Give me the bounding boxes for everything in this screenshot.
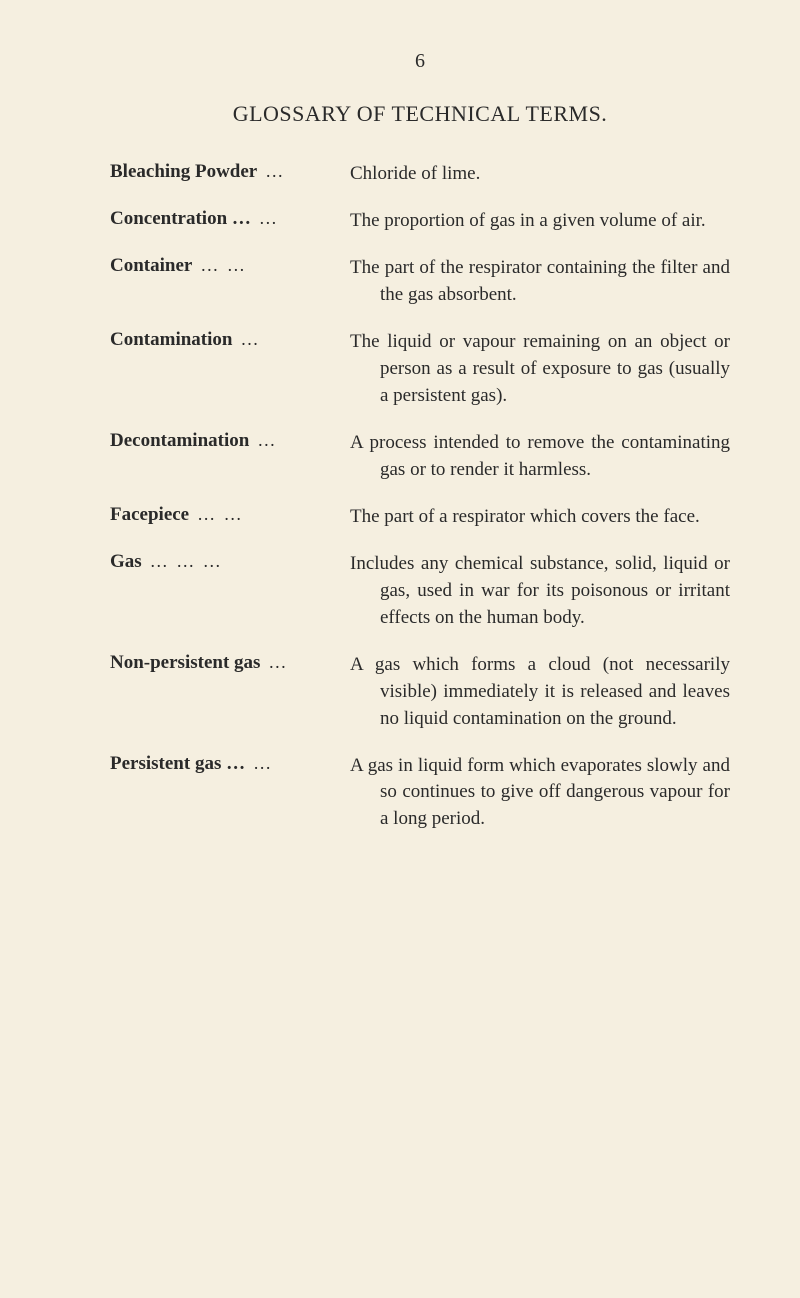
glossary-entry: Decontamination … A process intended to … bbox=[110, 430, 730, 484]
glossary-entry: Contamination … The liquid or vapour rem… bbox=[110, 329, 730, 410]
definition: The part of a respirator which covers th… bbox=[350, 504, 730, 531]
definition: Includes any chemical substance, solid, … bbox=[350, 551, 730, 632]
term-column: Container … … bbox=[110, 255, 350, 277]
term: Decontamination bbox=[110, 430, 249, 452]
term-column: Non-persistent gas … bbox=[110, 652, 350, 674]
term-column: Gas … … … bbox=[110, 551, 350, 573]
glossary-entry: Non-persistent gas … A gas which forms a… bbox=[110, 652, 730, 733]
leader-dots: … bbox=[265, 161, 350, 182]
definition: Chloride of lime. bbox=[350, 161, 730, 188]
term: Gas bbox=[110, 551, 142, 573]
term: Persistent gas … bbox=[110, 753, 245, 775]
page-number: 6 bbox=[110, 50, 730, 73]
glossary-title: GLOSSARY OF TECHNICAL TERMS. bbox=[110, 101, 730, 127]
leader-dots: … bbox=[259, 208, 350, 229]
definition: The proportion of gas in a given volume … bbox=[350, 208, 730, 235]
term: Concentration … bbox=[110, 208, 251, 230]
term-column: Persistent gas … … bbox=[110, 753, 350, 775]
glossary-entry: Concentration … … The proportion of gas … bbox=[110, 208, 730, 235]
term: Container bbox=[110, 255, 192, 277]
term: Non-persistent gas bbox=[110, 652, 260, 674]
glossary-entry: Facepiece … … The part of a respirator w… bbox=[110, 504, 730, 531]
term-column: Concentration … … bbox=[110, 208, 350, 230]
term: Bleaching Powder bbox=[110, 161, 257, 183]
glossary-entry: Bleaching Powder … Chloride of lime. bbox=[110, 161, 730, 188]
term-column: Bleaching Powder … bbox=[110, 161, 350, 183]
leader-dots: … … bbox=[197, 504, 350, 525]
leader-dots: … bbox=[257, 430, 350, 451]
term-column: Facepiece … … bbox=[110, 504, 350, 526]
definition: The part of the respirator containing th… bbox=[350, 255, 730, 309]
term-column: Decontamination … bbox=[110, 430, 350, 452]
definition: A gas which forms a cloud (not necessari… bbox=[350, 652, 730, 733]
glossary-list: Bleaching Powder … Chloride of lime. Con… bbox=[110, 161, 730, 833]
definition: A process intended to remove the contami… bbox=[350, 430, 730, 484]
leader-dots: … … … bbox=[150, 551, 350, 572]
definition: The liquid or vapour remaining on an obj… bbox=[350, 329, 730, 410]
term: Facepiece bbox=[110, 504, 189, 526]
glossary-entry: Persistent gas … … A gas in liquid form … bbox=[110, 753, 730, 834]
leader-dots: … bbox=[268, 652, 350, 673]
term-column: Contamination … bbox=[110, 329, 350, 351]
leader-dots: … … bbox=[200, 255, 350, 276]
glossary-entry: Gas … … … Includes any chemical substanc… bbox=[110, 551, 730, 632]
leader-dots: … bbox=[240, 329, 350, 350]
leader-dots: … bbox=[253, 753, 350, 774]
term: Contamination bbox=[110, 329, 232, 351]
glossary-entry: Container … … The part of the respirator… bbox=[110, 255, 730, 309]
definition: A gas in liquid form which evaporates sl… bbox=[350, 753, 730, 834]
